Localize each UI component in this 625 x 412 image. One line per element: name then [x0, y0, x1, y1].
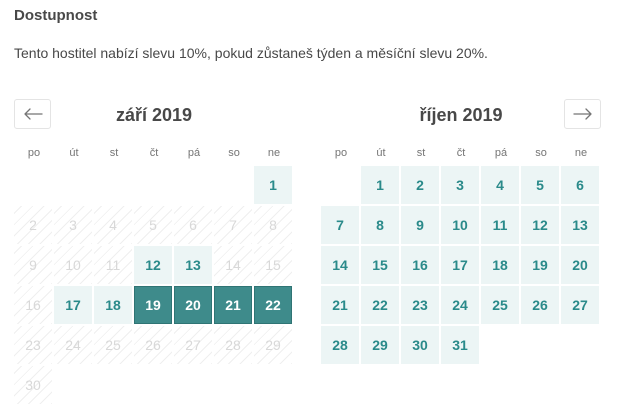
day-cell: 3: [54, 206, 92, 244]
day-cell: 15: [254, 246, 292, 284]
discount-notice: Tento hostitel nabízí slevu 10%, pokud z…: [14, 45, 488, 61]
weekday-label: so: [535, 147, 547, 159]
day-cell[interactable]: 25: [481, 286, 519, 324]
day-cell: 25: [94, 326, 132, 364]
weekday-label: po: [27, 147, 41, 159]
weekday-label: so: [228, 147, 240, 159]
weekday-header: po út st čt pá so ne: [14, 147, 294, 161]
day-cell[interactable]: 20: [561, 246, 599, 284]
weekday-label: st: [416, 147, 426, 159]
month-title: září 2019: [115, 105, 193, 125]
day-cell[interactable]: 12: [521, 206, 559, 244]
section-heading: Dostupnost: [14, 7, 98, 24]
day-cell[interactable]: 26: [521, 286, 559, 324]
day-cell[interactable]: 29: [361, 326, 399, 364]
prev-month-button[interactable]: [14, 99, 51, 129]
day-cell: 9: [14, 246, 52, 284]
weekday-label: pá: [494, 147, 508, 159]
day-cell: 28: [214, 326, 252, 364]
month-title: říjen 2019: [419, 105, 503, 125]
day-cell: 8: [254, 206, 292, 244]
day-cell[interactable]: 9: [401, 206, 439, 244]
day-cell[interactable]: 12: [134, 246, 172, 284]
day-cell[interactable]: 18: [481, 246, 519, 284]
day-cell[interactable]: 20: [174, 286, 212, 324]
day-cell: 30: [14, 366, 52, 404]
day-cell[interactable]: 23: [401, 286, 439, 324]
day-cell[interactable]: 24: [441, 286, 479, 324]
day-cell[interactable]: 31: [441, 326, 479, 364]
day-cell: 4: [94, 206, 132, 244]
day-cell[interactable]: 22: [361, 286, 399, 324]
day-cell[interactable]: 22: [254, 286, 292, 324]
weekday-label: čt: [149, 147, 159, 159]
day-cell: 26: [134, 326, 172, 364]
day-cell[interactable]: 28: [321, 326, 359, 364]
day-cell[interactable]: 17: [54, 286, 92, 324]
day-cell: 6: [174, 206, 212, 244]
day-cell: 14: [214, 246, 252, 284]
day-cell: 7: [214, 206, 252, 244]
day-cell[interactable]: 10: [441, 206, 479, 244]
day-cell[interactable]: 27: [561, 286, 599, 324]
day-cell[interactable]: 5: [521, 166, 559, 204]
weekday-label: po: [334, 147, 348, 159]
weekday-label: út: [376, 147, 386, 159]
day-cell[interactable]: 1: [254, 166, 292, 204]
day-cell[interactable]: 1: [361, 166, 399, 204]
arrow-right-icon: [572, 108, 592, 120]
arrow-left-icon: [23, 108, 43, 120]
day-cell[interactable]: 13: [561, 206, 599, 244]
day-cell[interactable]: 21: [321, 286, 359, 324]
weekday-label: ne: [574, 147, 588, 159]
day-cell[interactable]: 21: [214, 286, 252, 324]
day-cell: 24: [54, 326, 92, 364]
day-cell: 2: [14, 206, 52, 244]
day-cell[interactable]: 17: [441, 246, 479, 284]
day-grid: 1 2 3 4 5 6 7 8 9 10 11 12 13 14 15 16 17 18 19 20 21 22 23 24 2…: [14, 166, 294, 406]
day-cell[interactable]: 14: [321, 246, 359, 284]
weekday-label: út: [69, 147, 79, 159]
day-cell[interactable]: 11: [481, 206, 519, 244]
day-cell[interactable]: 16: [401, 246, 439, 284]
day-cell: 10: [54, 246, 92, 284]
day-cell: 29: [254, 326, 292, 364]
weekday-header: po út st čt pá so ne: [321, 147, 601, 161]
weekday-label: st: [109, 147, 119, 159]
day-cell[interactable]: 19: [521, 246, 559, 284]
day-cell[interactable]: 2: [401, 166, 439, 204]
day-cell: 16: [14, 286, 52, 324]
day-cell: 23: [14, 326, 52, 364]
day-cell[interactable]: 13: [174, 246, 212, 284]
day-cell[interactable]: 19: [134, 286, 172, 324]
day-cell[interactable]: 3: [441, 166, 479, 204]
day-grid: 1 2 3 4 5 6 7 8 9 10 11 12 13 14 15 16 17 18 19 20 21 22 23 24 2…: [321, 166, 601, 406]
day-cell[interactable]: 6: [561, 166, 599, 204]
day-cell: 5: [134, 206, 172, 244]
day-cell[interactable]: 4: [481, 166, 519, 204]
day-cell: 27: [174, 326, 212, 364]
next-month-button[interactable]: [564, 99, 601, 129]
weekday-label: ne: [267, 147, 281, 159]
day-cell[interactable]: 8: [361, 206, 399, 244]
day-cell[interactable]: 7: [321, 206, 359, 244]
day-cell[interactable]: 30: [401, 326, 439, 364]
weekday-label: pá: [187, 147, 201, 159]
day-cell[interactable]: 15: [361, 246, 399, 284]
day-cell: 11: [94, 246, 132, 284]
day-cell[interactable]: 18: [94, 286, 132, 324]
weekday-label: čt: [456, 147, 466, 159]
